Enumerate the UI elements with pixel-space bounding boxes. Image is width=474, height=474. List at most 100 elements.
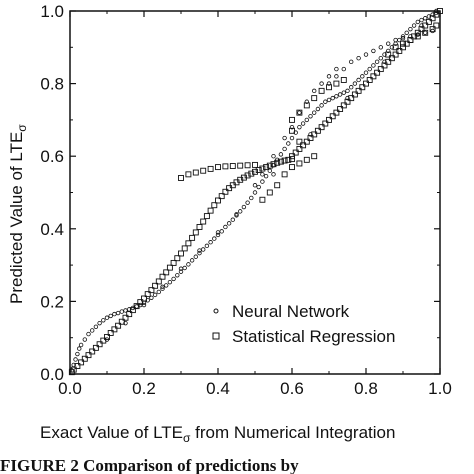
point-neural-network <box>89 328 95 333</box>
point-neural-network <box>308 132 313 137</box>
point-statistical-regression <box>170 259 177 266</box>
point-statistical-regression <box>222 188 229 195</box>
point-statistical-regression <box>429 15 436 22</box>
point-statistical-regression <box>185 171 192 178</box>
point-neural-network <box>241 204 247 210</box>
y-tick-label: 0.2 <box>40 292 64 311</box>
x-axis-title-main: Exact Value of LTE <box>40 423 183 442</box>
point-neural-network <box>73 357 78 362</box>
point-neural-network <box>297 124 302 130</box>
point-statistical-regression <box>437 8 443 14</box>
point-statistical-regression <box>289 164 295 171</box>
point-statistical-regression <box>289 127 295 134</box>
point-statistical-regression <box>300 142 307 149</box>
point-statistical-regression <box>433 22 440 29</box>
point-neural-network <box>256 184 261 190</box>
point-statistical-regression <box>92 344 99 351</box>
point-statistical-regression <box>203 213 210 220</box>
point-neural-network <box>119 309 124 314</box>
point-neural-network <box>323 99 328 104</box>
point-neural-network <box>193 254 198 259</box>
point-statistical-regression <box>89 348 96 355</box>
point-neural-network <box>171 276 176 282</box>
point-neural-network <box>393 37 398 43</box>
point-neural-network <box>363 52 369 57</box>
point-statistical-regression <box>215 164 221 171</box>
point-neural-network <box>145 298 150 303</box>
point-neural-network <box>382 52 387 57</box>
point-neural-network <box>400 36 406 41</box>
point-statistical-regression <box>296 138 303 145</box>
point-neural-network <box>386 41 391 46</box>
point-neural-network <box>304 99 309 104</box>
point-neural-network <box>101 318 106 323</box>
point-statistical-regression <box>351 91 358 98</box>
point-statistical-regression <box>333 109 340 116</box>
point-statistical-regression <box>311 131 318 138</box>
point-neural-network <box>271 153 276 159</box>
point-statistical-regression <box>111 326 118 333</box>
point-statistical-regression <box>396 47 403 54</box>
point-neural-network <box>304 117 309 123</box>
point-statistical-regression <box>285 156 292 163</box>
point-statistical-regression <box>425 18 432 25</box>
x-tick-label: 0.8 <box>354 379 378 398</box>
point-statistical-regression <box>252 161 258 168</box>
point-statistical-regression <box>326 116 332 123</box>
point-statistical-regression <box>133 303 140 310</box>
y-tick-label: 0.4 <box>40 220 64 239</box>
point-statistical-regression <box>211 202 218 209</box>
point-statistical-regression <box>81 355 88 362</box>
point-neural-network <box>434 8 439 14</box>
point-statistical-regression <box>303 138 310 145</box>
point-statistical-regression <box>155 278 162 285</box>
point-neural-network <box>186 262 191 267</box>
point-statistical-regression <box>148 287 155 294</box>
point-statistical-regression <box>400 40 406 47</box>
point-statistical-regression <box>337 106 344 112</box>
point-statistical-regression <box>141 295 147 302</box>
point-statistical-regression <box>355 87 362 94</box>
point-neural-network <box>419 17 424 23</box>
point-statistical-regression <box>144 291 151 298</box>
point-statistical-regression <box>422 29 429 36</box>
point-statistical-regression <box>385 51 392 58</box>
point-neural-network <box>423 30 428 35</box>
point-statistical-regression <box>340 102 347 109</box>
point-statistical-regression <box>303 102 310 109</box>
legend-marker-statistical-regression <box>212 332 220 340</box>
legend: Neural Network Statistical Regression <box>212 302 395 346</box>
point-statistical-regression <box>126 311 133 318</box>
point-neural-network <box>163 283 169 288</box>
point-statistical-regression <box>388 55 395 62</box>
point-statistical-regression <box>104 334 110 340</box>
point-neural-network <box>245 200 250 205</box>
point-neural-network <box>382 59 387 65</box>
point-neural-network <box>271 172 276 177</box>
point-neural-network <box>230 217 235 222</box>
point-statistical-regression <box>159 273 166 280</box>
point-statistical-regression <box>252 168 258 175</box>
point-statistical-regression <box>296 109 303 116</box>
point-statistical-regression <box>244 162 251 169</box>
point-statistical-regression <box>200 167 207 174</box>
point-neural-network <box>378 45 383 50</box>
legend-marker-neural-network <box>213 308 219 314</box>
point-neural-network <box>223 224 228 230</box>
point-statistical-regression <box>259 196 266 203</box>
point-neural-network <box>312 110 317 115</box>
point-neural-network <box>426 14 432 19</box>
point-statistical-regression <box>189 234 196 241</box>
point-neural-network <box>367 66 372 72</box>
point-neural-network <box>330 95 335 101</box>
point-neural-network <box>82 337 87 342</box>
legend-label-statistical-regression: Statistical Regression <box>232 327 395 346</box>
point-statistical-regression <box>207 207 214 214</box>
point-neural-network <box>75 351 80 357</box>
point-statistical-regression <box>229 163 236 169</box>
point-neural-network <box>86 331 91 337</box>
point-neural-network <box>197 250 202 256</box>
point-neural-network <box>371 48 376 54</box>
point-statistical-regression <box>259 165 266 172</box>
point-statistical-regression <box>318 124 325 131</box>
